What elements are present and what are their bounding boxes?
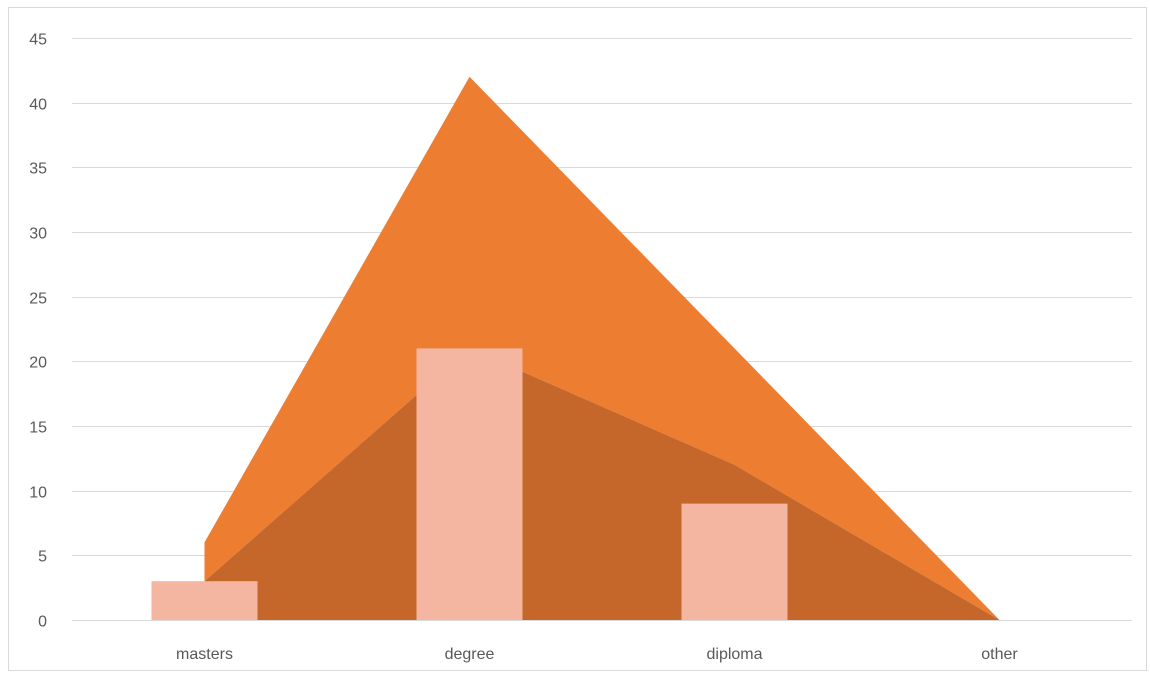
y-tick-label: 45 (29, 32, 47, 49)
y-tick-label: 20 (29, 355, 47, 372)
axis-layer: 0 5 10 15 20 25 30 35 40 45 masters degree diploma ot… (29, 32, 1018, 664)
y-tick-label: 5 (38, 549, 47, 566)
y-tick-label: 10 (29, 485, 47, 502)
y-tick-label: 25 (29, 291, 47, 308)
bar-masters (151, 581, 258, 620)
bar-layer (151, 348, 788, 620)
area-lower (204, 348, 1000, 620)
x-tick-label: diploma (706, 646, 762, 663)
bar-diploma (681, 503, 788, 620)
bar-degree (416, 348, 523, 620)
area-upper (204, 76, 1000, 621)
x-tick-label: masters (176, 646, 233, 663)
x-tick-label: degree (445, 646, 495, 663)
area-layer (204, 76, 1000, 621)
y-tick-label: 30 (29, 226, 47, 243)
y-tick-label: 40 (29, 97, 47, 114)
x-tick-label: other (981, 646, 1018, 663)
y-tick-label: 0 (38, 614, 47, 631)
y-tick-label: 15 (29, 420, 47, 437)
y-tick-label: 35 (29, 161, 47, 178)
